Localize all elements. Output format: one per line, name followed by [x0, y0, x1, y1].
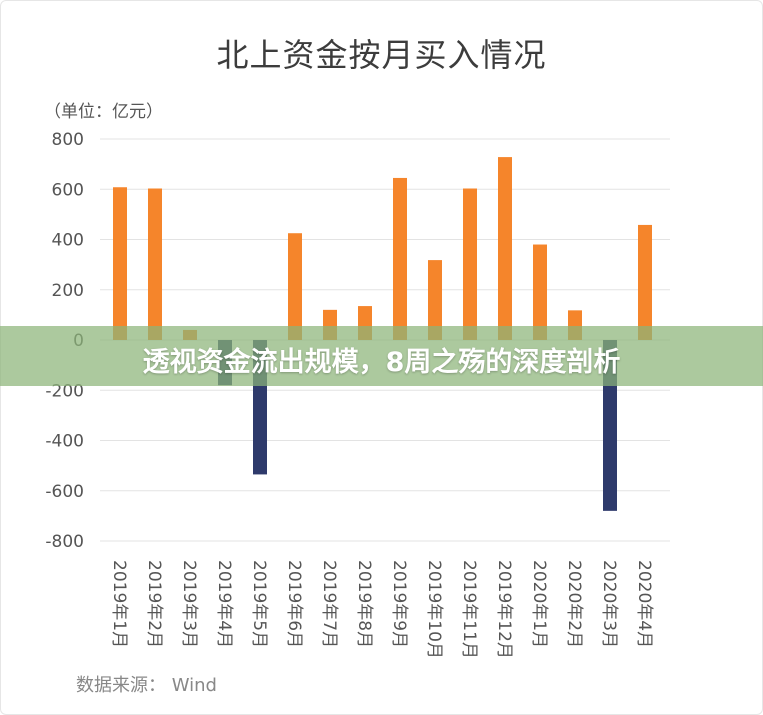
y-tick-label: 400	[52, 231, 84, 251]
bar	[498, 157, 512, 340]
x-tick-label: 2019年4月	[214, 560, 234, 648]
y-tick-label: -800	[45, 532, 84, 552]
bar	[533, 244, 547, 340]
bar	[428, 260, 442, 340]
bar	[638, 224, 652, 340]
x-tick-label: 2019年6月	[284, 560, 304, 648]
y-tick-label: 800	[52, 130, 84, 150]
y-tick-label: 200	[52, 281, 84, 301]
x-tick-label: 2019年9月	[389, 560, 409, 648]
x-tick-label: 2020年1月	[529, 560, 549, 648]
x-tick-label: 2020年2月	[564, 560, 584, 648]
headline-banner	[0, 326, 763, 386]
x-tick-label: 2019年2月	[144, 560, 164, 648]
y-tick-label: 600	[52, 180, 84, 200]
x-tick-label: 2019年10月	[424, 560, 444, 659]
bar	[463, 188, 477, 340]
y-tick-label: -600	[45, 482, 84, 502]
x-tick-label: 2019年3月	[179, 560, 199, 648]
x-tick-label: 2019年12月	[494, 560, 514, 659]
bar	[288, 233, 302, 340]
x-tick-label: 2019年1月	[109, 560, 129, 648]
x-tick-label: 2019年7月	[319, 560, 339, 648]
unit-label: （单位：亿元）	[44, 102, 163, 122]
x-tick-label: 2019年8月	[354, 560, 374, 648]
bar	[113, 187, 127, 340]
source-note: 数据来源： Wind	[76, 675, 217, 696]
x-tick-label: 2020年4月	[634, 560, 654, 648]
x-tick-label: 2020年3月	[599, 560, 619, 648]
x-tick-label: 2019年11月	[459, 560, 479, 659]
bar	[393, 177, 407, 340]
y-tick-label: -200	[45, 381, 84, 401]
x-tick-label: 2019年5月	[249, 560, 269, 648]
chart-title: 北上资金按月买入情况	[216, 36, 547, 74]
bar	[148, 188, 162, 340]
y-tick-label: -400	[45, 432, 84, 452]
headline-text: 透视资金流出规模，8周之殇的深度剖析	[142, 347, 621, 378]
